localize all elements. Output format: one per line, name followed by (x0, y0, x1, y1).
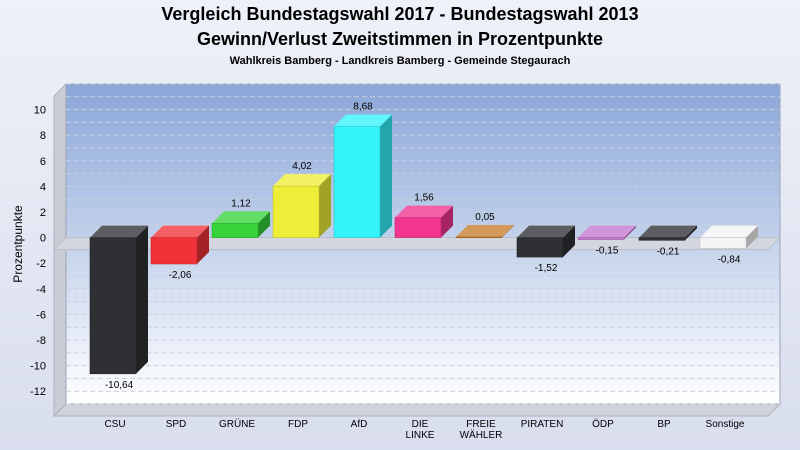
y-tick-label: -12 (30, 386, 46, 398)
category-label: FDP (288, 419, 308, 430)
data-label: -0,21 (657, 246, 680, 257)
bar-side (685, 225, 697, 241)
bar-front (638, 237, 686, 241)
bar-top (700, 225, 758, 238)
category-label: AfD (351, 419, 368, 430)
bar-front (150, 237, 198, 265)
data-label: -1,52 (535, 263, 558, 274)
bar-side (563, 225, 575, 258)
y-tick-label: -4 (36, 284, 46, 296)
bar-top (456, 224, 514, 237)
bar-top (395, 205, 453, 218)
y-tick-label: -10 (30, 361, 46, 373)
category-label: FREIE WÄHLER (460, 419, 503, 441)
category-label: Sonstige (706, 419, 745, 430)
data-label: 4,02 (292, 161, 312, 172)
bar-side (746, 225, 758, 249)
y-tick-label: 0 (40, 233, 46, 245)
bar-side (136, 225, 148, 374)
data-label: -2,06 (169, 270, 192, 281)
bar-sonstige (699, 225, 758, 249)
bar-front (516, 237, 564, 258)
category-labels: CSU SPD GRÜNE FDP AfD DIE LINKE FREIE WÄHLER PIRA… (104, 418, 744, 441)
data-label: 1,56 (414, 193, 434, 204)
y-tick-label: -6 (36, 309, 46, 321)
data-labels: -10,64 -2,06 1,12 4,02 8,68 1,56 0,05 -1,52 -0,1… (105, 101, 741, 390)
bar-top (90, 225, 148, 238)
bar-front (89, 237, 137, 375)
bar-freie-wähler (455, 224, 514, 239)
bar-front (394, 217, 442, 238)
bar-side (502, 224, 514, 238)
bar-front (333, 126, 381, 238)
bar-fdp (272, 174, 331, 238)
bar-top (517, 225, 575, 238)
y-tick-labels: 10 8 6 4 2 0 -2 -4 -6 -8 -10 -12 (30, 105, 46, 399)
bar-side (380, 114, 392, 238)
bar-front (577, 237, 625, 240)
bar-die-linke (394, 205, 453, 238)
bar-top (212, 211, 270, 224)
bar-side (197, 225, 209, 264)
data-label: 1,12 (231, 198, 251, 209)
bar-front (699, 237, 747, 249)
bar-top (151, 225, 209, 238)
category-label: CSU (104, 419, 125, 430)
bar-front (211, 222, 259, 238)
bar-side (624, 225, 636, 240)
y-tick-label: 2 (40, 207, 46, 219)
bar-bp (638, 225, 697, 241)
chart-subsubtitle: Wahlkreis Bamberg - Landkreis Bamberg - … (230, 55, 571, 67)
y-tick-label: 8 (40, 130, 46, 142)
y-axis-label: Prozentpunkte (11, 205, 25, 283)
gridlines (53, 83, 781, 405)
data-label: -0,84 (718, 254, 741, 265)
data-label: 8,68 (353, 101, 373, 112)
bar-top (273, 174, 331, 187)
data-label: 0,05 (475, 212, 495, 223)
bar-piraten (516, 225, 575, 258)
bar-spd (150, 225, 209, 265)
bar-front (455, 236, 503, 239)
bar-grüne (211, 211, 270, 238)
y-tick-label: -8 (36, 335, 46, 347)
category-label: ÖDP (592, 418, 614, 430)
bar-csu (89, 225, 148, 375)
bar-afd (333, 114, 392, 238)
category-label: DIE LINKE (406, 419, 435, 441)
bar-front (272, 185, 320, 238)
chart-title: Vergleich Bundestagswahl 2017 - Bundesta… (161, 4, 638, 24)
chart-subtitle: Gewinn/Verlust Zweitstimmen in Prozentpu… (197, 29, 603, 49)
data-label: -10,64 (105, 380, 134, 391)
y-tick-label: 4 (40, 181, 46, 193)
category-label: SPD (166, 419, 187, 430)
category-label: BP (657, 419, 671, 430)
bar-side (441, 205, 453, 238)
bar-side (258, 211, 270, 238)
category-label: PIRATEN (521, 419, 564, 430)
y-tick-label: -2 (36, 258, 46, 270)
bar-side (319, 174, 331, 238)
data-label: -0,15 (596, 246, 619, 257)
floor (52, 403, 782, 417)
category-label: GRÜNE (219, 418, 255, 430)
y-tick-label: 10 (34, 105, 46, 117)
bars (89, 114, 758, 375)
bar-top (334, 114, 392, 127)
y-tick-label: 6 (40, 156, 46, 168)
bar-ödp (577, 225, 636, 240)
bar-top (639, 225, 697, 238)
bar-top (578, 225, 636, 238)
